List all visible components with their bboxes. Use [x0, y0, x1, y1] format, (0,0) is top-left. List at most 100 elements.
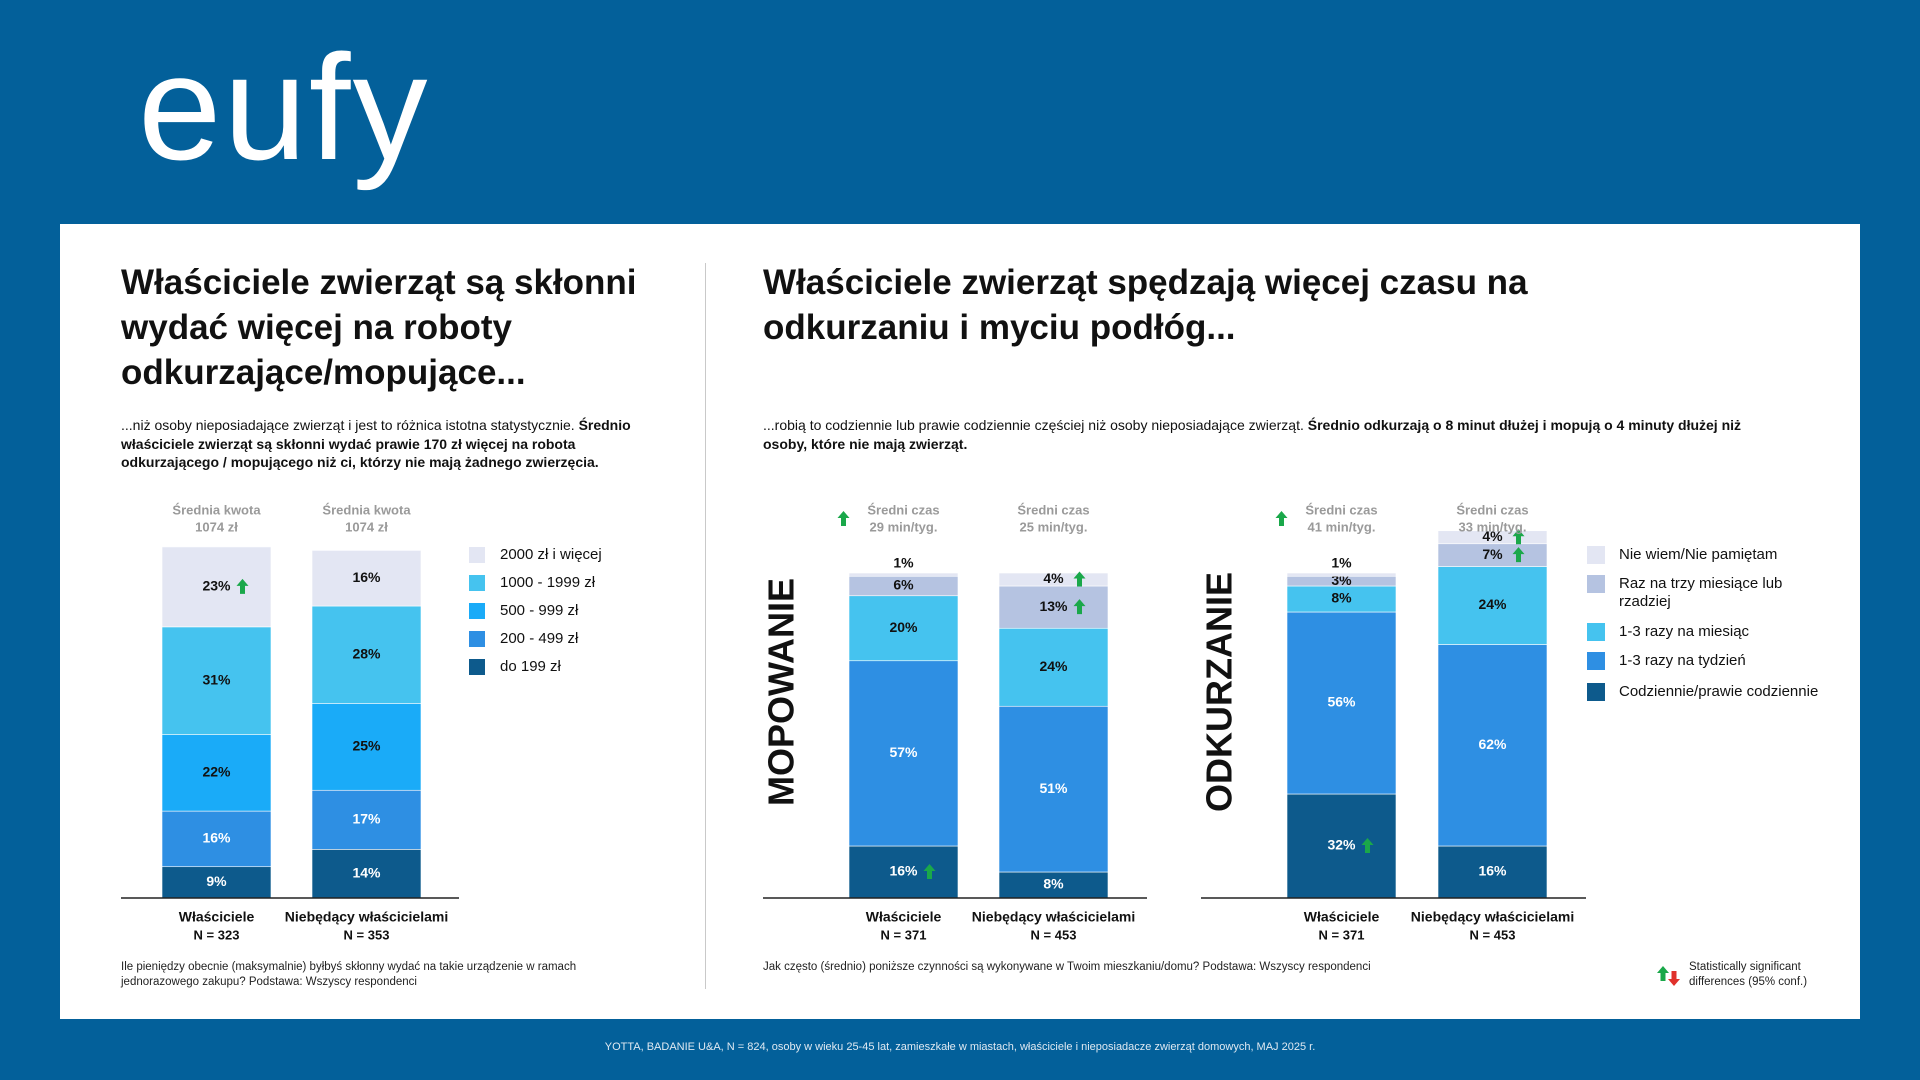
right-question: Jak często (średnio) poniższe czynności … [763, 961, 1371, 973]
value-label: 16% [352, 569, 381, 585]
chart-title: MOPOWANIE [761, 578, 802, 806]
bar-segment [998, 627, 1109, 707]
sample-size: N = 371 [881, 927, 927, 942]
legend-swatch [1587, 546, 1605, 564]
column-note: 1074 zł [195, 519, 238, 534]
value-label: 8% [1043, 876, 1064, 892]
value-label: 6% [893, 577, 914, 593]
column-note: Średni czas [1017, 502, 1089, 517]
value-label: 20% [889, 619, 918, 635]
significance-note: Statistically significant differences (9… [1689, 961, 1808, 988]
sample-size: N = 453 [1470, 927, 1516, 942]
legend-label: do 199 zł [500, 658, 561, 675]
category-label: Właściciele [866, 909, 942, 925]
value-label: 7% [1482, 546, 1503, 562]
left-question: Ile pieniędzy obecnie (maksymalnie) byłb… [121, 961, 577, 988]
arrow-up [1361, 838, 1374, 853]
value-label: 24% [1039, 658, 1068, 674]
sample-size: N = 353 [344, 927, 390, 942]
value-label: 62% [1478, 736, 1507, 752]
value-label: 28% [352, 645, 381, 661]
category-label: Niebędący właścicielami [285, 909, 448, 925]
arrow-up [837, 511, 850, 526]
legend-swatch [1587, 652, 1605, 670]
legend-swatch [469, 547, 485, 563]
bar-segment [848, 572, 959, 577]
legend-swatch [1587, 575, 1605, 593]
bar-segment [1437, 644, 1548, 847]
legend-label: 2000 zł i więcej [500, 546, 602, 563]
value-label: 56% [1327, 694, 1356, 710]
legend-swatch [1587, 683, 1605, 701]
arrow-down [1668, 971, 1680, 986]
legend-label: Codziennie/prawie codziennie [1619, 683, 1819, 700]
bar-segment [311, 703, 422, 791]
value-label: 1% [893, 555, 914, 571]
value-label: 24% [1478, 596, 1507, 612]
legend-label: 500 - 999 zł [500, 602, 579, 619]
arrow-up [1512, 529, 1525, 545]
legend-label: Raz na trzy miesiące lub rzadziej [1619, 575, 1783, 610]
legend-swatch [469, 631, 485, 647]
legend-label: 1-3 razy na tydzień [1619, 652, 1746, 669]
legend-swatch [1587, 623, 1605, 641]
sample-size: N = 371 [1319, 927, 1365, 942]
bar-segment [161, 546, 272, 628]
bar-segment [161, 810, 272, 868]
bar-segment [161, 734, 272, 812]
category-label: Właściciele [1304, 909, 1380, 925]
column-note: Średni czas [1456, 502, 1528, 517]
arrow-up [236, 578, 249, 594]
value-label: 4% [1482, 528, 1503, 544]
value-label: 1% [1331, 555, 1352, 571]
column-note: 41 min/tyg. [1308, 519, 1376, 534]
bar-segment [848, 595, 959, 662]
arrow-up [923, 864, 936, 879]
column-note: 1074 zł [345, 519, 388, 534]
category-label: Właściciele [179, 909, 255, 925]
right-subtitle: ...robią to codziennie lub prawie codzie… [763, 416, 1773, 453]
value-label: 4% [1043, 570, 1064, 586]
column-note: Średni czas [1305, 502, 1377, 517]
bar-segment [998, 585, 1109, 629]
legend-label: 1-3 razy na miesiąc [1619, 623, 1750, 640]
bar-segment [311, 789, 422, 850]
value-label: 16% [1478, 863, 1507, 879]
value-label: 57% [889, 744, 918, 760]
column-note: 33 min/tyg. [1459, 519, 1527, 534]
bar-segment [1437, 845, 1548, 899]
sample-size: N = 323 [194, 927, 240, 942]
column-note: 25 min/tyg. [1020, 519, 1088, 534]
subtitle-bold: Średnio właściciele zwierząt są skłonni … [121, 417, 631, 470]
column-note: Średnia kwota [172, 502, 261, 517]
value-label: 13% [1039, 598, 1068, 614]
value-label: 31% [202, 671, 231, 687]
bar-segment [848, 845, 959, 899]
value-label: 51% [1039, 780, 1068, 796]
value-label: 17% [352, 810, 381, 826]
value-label: 16% [889, 863, 918, 879]
divider [705, 263, 706, 989]
column-note: 29 min/tyg. [870, 519, 938, 534]
left-subtitle: ...niż osoby nieposiadające zwierząt i j… [121, 416, 666, 472]
right-title: Właściciele zwierząt spędzają więcej cza… [763, 263, 1528, 347]
sample-size: N = 453 [1031, 927, 1077, 942]
column-note: Średni czas [867, 502, 939, 517]
logo: eufy [138, 23, 430, 191]
bar-segment [311, 550, 422, 607]
value-label: 8% [1331, 590, 1352, 606]
arrow-up [1512, 547, 1525, 563]
legend-swatch [469, 603, 485, 619]
bar-segment [1286, 572, 1397, 577]
value-label: 22% [202, 764, 231, 780]
subtitle-text: ...niż osoby nieposiadające zwierząt i j… [121, 417, 575, 433]
left-title: Właściciele zwierząt są skłonni wydać wi… [121, 263, 637, 392]
legend-swatch [469, 659, 485, 675]
arrow-up [1073, 599, 1086, 615]
legend-swatch [469, 575, 485, 591]
arrow-up [1657, 966, 1669, 981]
category-label: Niebędący właścicielami [1411, 909, 1574, 925]
legend-label: 200 - 499 zł [500, 630, 579, 647]
